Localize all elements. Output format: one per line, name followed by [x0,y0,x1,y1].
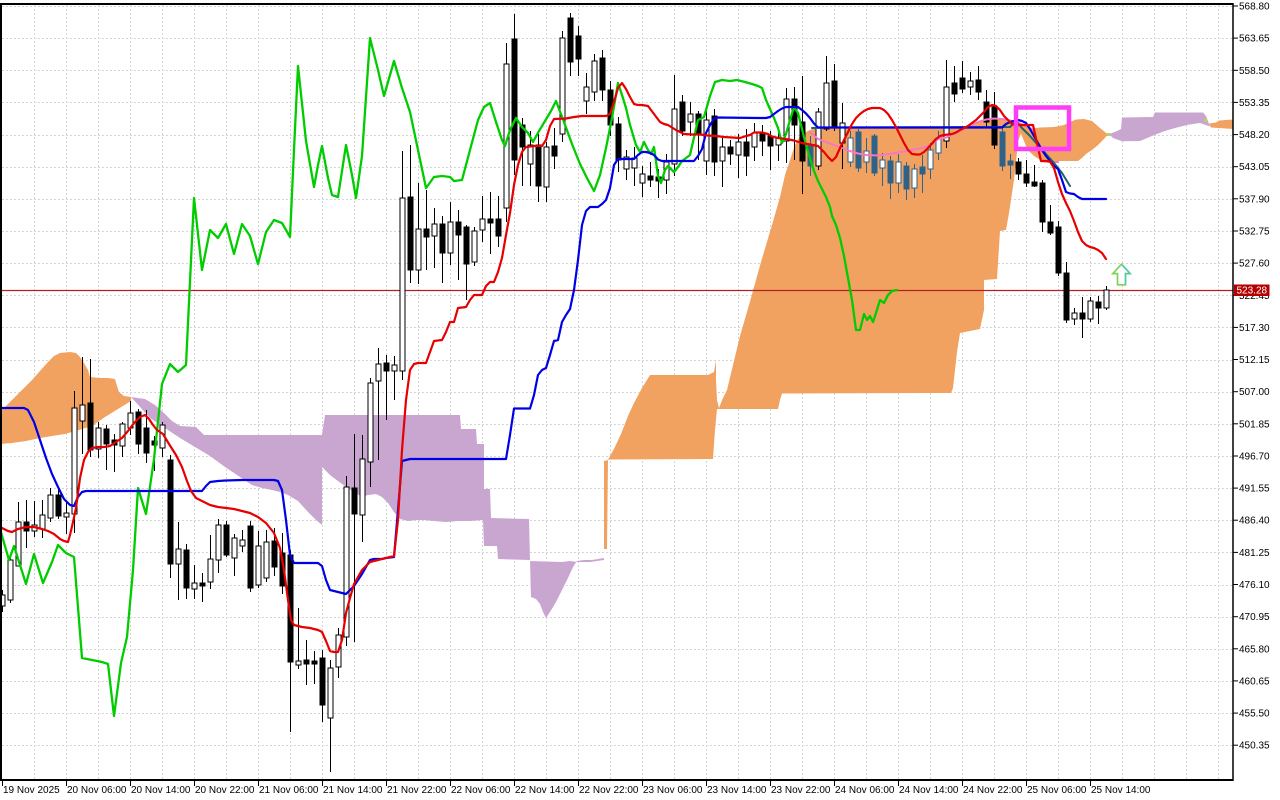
svg-text:486.40: 486.40 [1239,516,1270,527]
svg-text:470.95: 470.95 [1239,612,1270,623]
svg-text:558.50: 558.50 [1239,66,1270,77]
svg-text:23 Nov 14:00: 23 Nov 14:00 [707,785,767,796]
svg-text:22 Nov 22:00: 22 Nov 22:00 [579,785,639,796]
svg-text:25 Nov 06:00: 25 Nov 06:00 [1027,785,1087,796]
svg-text:543.05: 543.05 [1239,162,1270,173]
svg-text:24 Nov 14:00: 24 Nov 14:00 [899,785,959,796]
svg-text:22 Nov 06:00: 22 Nov 06:00 [451,785,511,796]
svg-text:25 Nov 14:00: 25 Nov 14:00 [1091,785,1151,796]
svg-text:23 Nov 22:00: 23 Nov 22:00 [771,785,831,796]
svg-text:512.15: 512.15 [1239,355,1270,366]
svg-text:496.70: 496.70 [1239,452,1270,463]
svg-text:476.10: 476.10 [1239,580,1270,591]
svg-text:22 Nov 14:00: 22 Nov 14:00 [515,785,575,796]
svg-text:20 Nov 14:00: 20 Nov 14:00 [131,785,191,796]
svg-text:532.75: 532.75 [1239,227,1270,238]
svg-text:491.55: 491.55 [1239,484,1270,495]
svg-text:522.45: 522.45 [1239,291,1270,302]
svg-text:481.25: 481.25 [1239,548,1270,559]
svg-text:507.00: 507.00 [1239,387,1270,398]
svg-text:21 Nov 22:00: 21 Nov 22:00 [387,785,447,796]
svg-text:21 Nov 14:00: 21 Nov 14:00 [323,785,383,796]
svg-text:465.80: 465.80 [1239,644,1270,655]
svg-text:21 Nov 06:00: 21 Nov 06:00 [259,785,319,796]
svg-text:20 Nov 22:00: 20 Nov 22:00 [195,785,255,796]
svg-text:20 Nov 06:00: 20 Nov 06:00 [67,785,127,796]
svg-text:24 Nov 06:00: 24 Nov 06:00 [835,785,895,796]
svg-text:24 Nov 22:00: 24 Nov 22:00 [963,785,1023,796]
svg-text:563.65: 563.65 [1239,34,1270,45]
svg-text:553.35: 553.35 [1239,98,1270,109]
svg-text:548.20: 548.20 [1239,130,1270,141]
svg-text:23 Nov 06:00: 23 Nov 06:00 [643,785,703,796]
svg-text:19 Nov 2025: 19 Nov 2025 [3,785,60,796]
svg-text:537.90: 537.90 [1239,194,1270,205]
svg-text:460.65: 460.65 [1239,676,1270,687]
svg-text:523.28: 523.28 [1237,286,1268,297]
svg-text:501.85: 501.85 [1239,419,1270,430]
svg-text:450.35: 450.35 [1239,741,1270,752]
svg-text:517.30: 517.30 [1239,323,1270,334]
svg-text:455.50: 455.50 [1239,709,1270,720]
svg-text:568.80: 568.80 [1239,2,1270,13]
svg-text:527.60: 527.60 [1239,259,1270,270]
